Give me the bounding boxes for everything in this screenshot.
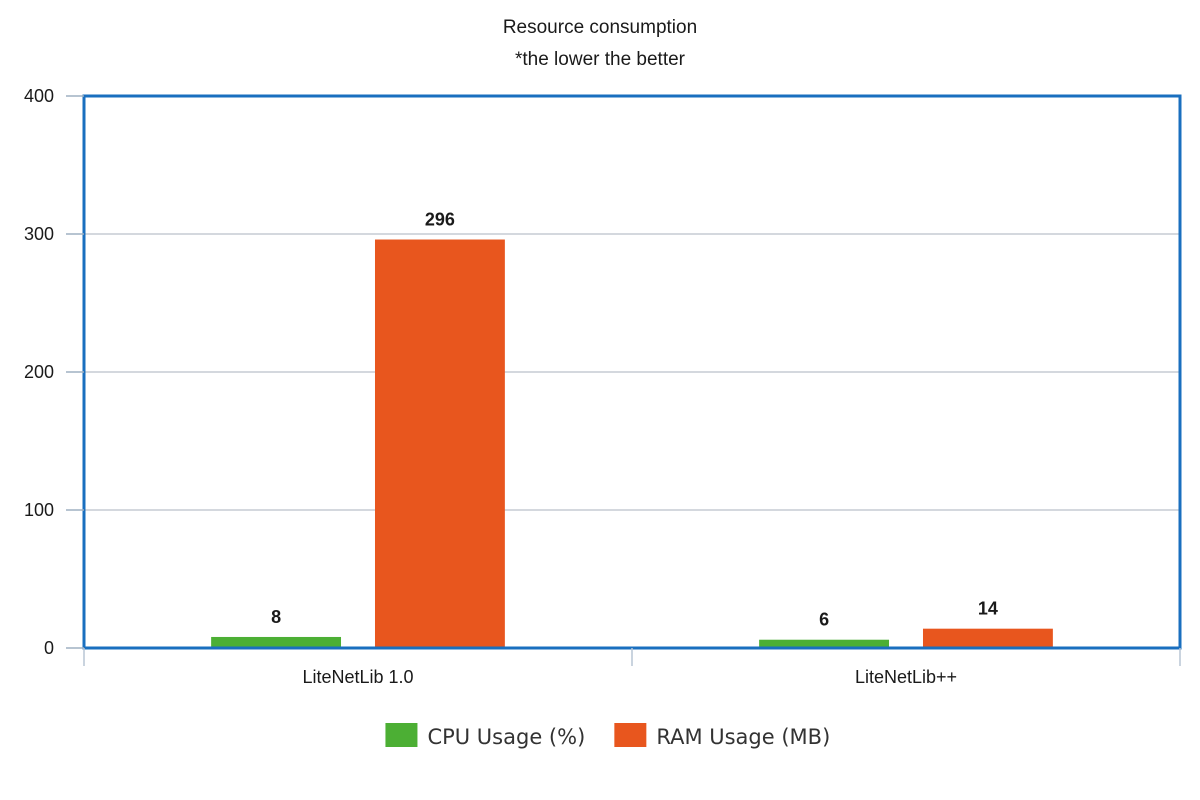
x-category-label: LiteNetLib++ [855,667,957,687]
y-tick-label: 400 [24,86,54,106]
legend-label: RAM Usage (MB) [656,725,830,749]
y-tick-label: 0 [44,638,54,658]
y-tick-label: 300 [24,224,54,244]
bar [211,636,342,648]
bar [922,628,1053,648]
bar-value-label: 6 [819,610,829,630]
y-tick-label: 100 [24,500,54,520]
grid-lines [84,95,1180,649]
bar-value-label: 8 [271,607,281,627]
bar-value-label: 14 [978,599,998,619]
legend-swatch [614,723,647,747]
legend-swatch [385,723,418,747]
legend-label: CPU Usage (%) [427,725,585,749]
chart-title: Resource consumption [503,17,697,38]
value-labels: 8 296 6 14 [271,210,998,630]
chart-subtitle: *the lower the better [515,49,686,70]
axes: 0 100 200 300 400 LiteNetLib 1.0 LiteNetLib++ [24,86,1181,687]
x-category-label: LiteNetLib 1.0 [302,667,413,687]
legend: CPU Usage (%) RAM Usage (MB) [385,723,830,749]
y-tick-label: 200 [24,362,54,382]
bar [759,639,890,648]
bar [374,239,505,648]
bar-value-label: 296 [425,210,455,230]
bars [211,239,1053,648]
